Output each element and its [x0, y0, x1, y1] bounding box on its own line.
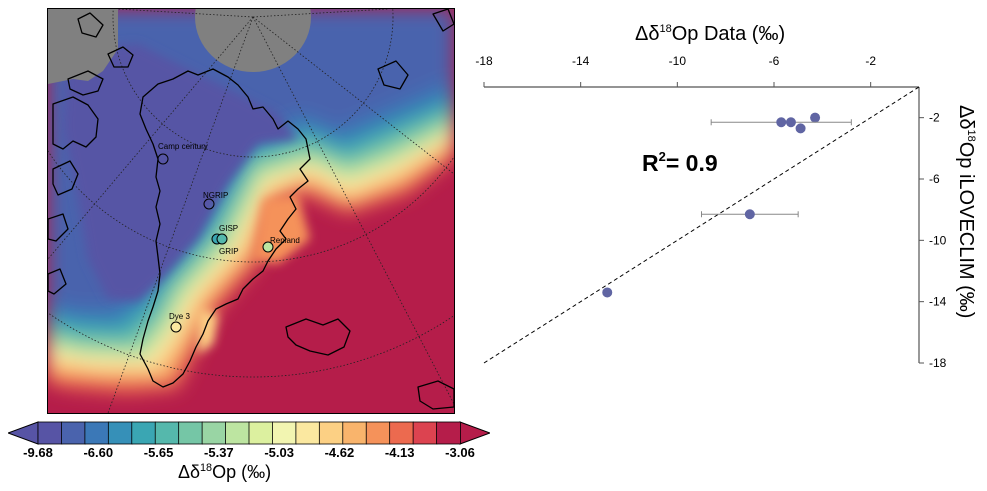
colorbar-segment	[365, 421, 391, 445]
colorbar-tick-label: -5.37	[204, 445, 234, 460]
colorbar-segment	[201, 421, 227, 445]
colorbar-tick-label: -5.65	[143, 445, 174, 460]
colorbar-segment	[178, 421, 204, 445]
colorbar	[8, 421, 490, 445]
colorbar-segment	[37, 421, 63, 445]
coastlines	[48, 9, 454, 410]
data-point	[810, 112, 821, 123]
colorbar-segment	[154, 421, 180, 445]
data-point	[776, 117, 787, 128]
colorbar-tick-label: -4.62	[324, 445, 355, 460]
land-mask	[48, 9, 118, 84]
site-label-grip: GRIP	[219, 247, 239, 256]
colorbar-segment	[248, 421, 274, 445]
y-tick-label: -18	[929, 356, 947, 370]
x-tick-label: -6	[769, 54, 780, 68]
colorbar-tick-label: -4.13	[384, 445, 415, 460]
colorbar-segment	[389, 421, 415, 445]
site-label-camp-century: Camp century	[158, 142, 208, 151]
site-marker	[170, 321, 182, 333]
y-tick-label: -14	[929, 295, 947, 309]
site-marker	[203, 198, 215, 210]
colorbar-segment	[342, 421, 368, 445]
colorbar-tick-label: -3.06	[445, 445, 475, 460]
one-to-one-line	[483, 86, 920, 364]
x-axis-title: Δδ18Op Data (‰)	[635, 23, 785, 45]
map-svg: Camp century NGRIP GISP GRIP Renland Dye…	[48, 9, 454, 413]
x-tick-label: -18	[475, 54, 493, 68]
site-marker	[216, 233, 228, 245]
colorbar-tick-label: -5.03	[264, 445, 294, 460]
scatter-points	[602, 112, 852, 298]
y-tick-label: -10	[929, 233, 947, 247]
x-tick-label: -2	[865, 54, 876, 68]
ice-core-sites: Camp century NGRIP GISP GRIP Renland Dye…	[157, 142, 300, 333]
scatter-axes: -18 -14 -10 -6 -2 -2 -6 -10 -14 -18	[475, 54, 946, 370]
site-label-dye3: Dye 3	[169, 312, 190, 321]
greenland-map: Camp century NGRIP GISP GRIP Renland Dye…	[47, 8, 455, 414]
colorbar-segment	[318, 421, 344, 445]
colorbar-segment	[225, 421, 250, 445]
colorbar-segment	[107, 421, 133, 445]
site-marker	[262, 241, 274, 253]
colorbar-segment	[272, 421, 297, 445]
colorbar-segment	[436, 421, 461, 445]
polar-mask	[195, 9, 311, 72]
y-tick-label: -6	[929, 172, 940, 186]
colorbar-segment	[412, 421, 438, 445]
colorbar-tick-label: -9.68	[23, 445, 53, 460]
r-squared-label: R2= 0.9	[642, 149, 718, 176]
colorbar-label: Δδ18Op (‰)	[178, 462, 272, 482]
colorbar-segment	[295, 421, 321, 445]
x-tick-label: -10	[669, 54, 687, 68]
site-label-gisp: GISP	[219, 224, 238, 233]
data-point	[744, 209, 755, 220]
data-point	[785, 117, 796, 128]
scatter-chart: -18 -14 -10 -6 -2 -2 -6 -10 -14 -18 Δδ18Op Data (…	[475, 23, 977, 370]
site-label-ngrip: NGRIP	[203, 191, 228, 200]
colorbar-cap-low	[8, 421, 39, 445]
colorbar-segment	[131, 421, 157, 445]
data-point	[795, 123, 806, 134]
x-tick-label: -14	[572, 54, 590, 68]
reference-line	[483, 86, 920, 364]
colorbar-segment	[61, 421, 86, 445]
colorbar-tick-label: -6.60	[83, 445, 114, 460]
data-point	[602, 287, 613, 298]
y-axis-title: Δδ18Op iLOVECLIM (‰)	[955, 105, 977, 318]
site-marker	[157, 153, 169, 165]
y-tick-label: -2	[929, 111, 940, 125]
site-label-renland: Renland	[270, 236, 300, 245]
colorbar-segment	[84, 421, 110, 445]
